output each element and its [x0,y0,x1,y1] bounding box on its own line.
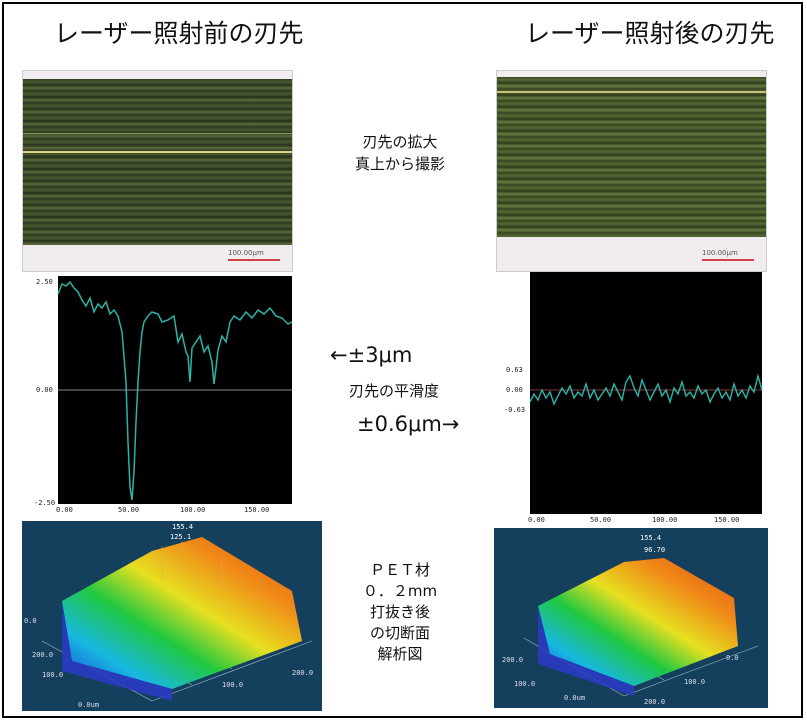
arrow-right-label: ±0.6μm→ [357,412,460,436]
left-xtick-2: 100.00 [180,506,206,514]
caption-bottom-line5: 解析図 [377,645,423,663]
right-edge-photo: 100.00μm [496,70,767,272]
left-surf-zmax: 155.4 [172,523,194,531]
right-surf-origin: 0.0um [564,694,586,702]
left-surf-zmid: 125.1 [170,533,192,541]
left-scale-bar: 100.00μm [228,249,280,261]
right-xtick-2: 100.00 [652,516,678,524]
right-surf-zmax: 155.4 [640,534,662,542]
left-ytick-top: 2.50 [36,278,53,286]
right-surf-y200: 200.0 [502,656,524,664]
left-3d-surface: 155.4 125.1 0.0 200.0 100.0 0.0um 100.0 … [22,521,322,711]
smoothness-label: 刃先の平滑度 [349,382,440,400]
left-ytick-bot: -2.50 [34,499,56,507]
right-surf-x100: 100.0 [684,678,706,686]
left-profile-plot: 2.50 0.00 -2.50 0.00 50.00 100.00 150.00 [22,272,299,517]
caption-bottom-line1: ＰＥＴ材 [369,561,430,579]
caption-bottom-line4: の切断面 [369,624,430,642]
left-xtick-3: 150.00 [244,506,270,514]
left-surf-x100: 100.0 [222,681,244,689]
caption-bottom-line3: 打抜き後 [369,603,430,621]
right-scale-bar: 100.00μm [702,249,754,261]
left-xtick-1: 50.00 [118,506,140,514]
caption-bottom-line2: ０．２mm [362,582,438,600]
right-surf-y100: 100.0 [514,680,536,688]
left-title: レーザー照射前の刃先 [54,19,304,48]
right-ytick-mid: 0.00 [506,386,523,394]
caption-top-line1: 刃先の拡大 [362,133,438,151]
caption-top-line2: 真上から撮影 [354,155,445,173]
left-xtick-0: 0.00 [56,506,73,514]
right-xtick-0: 0.00 [528,516,545,524]
arrow-left-label: ←±3μm [330,343,413,367]
right-title: レーザー照射後の刃先 [525,19,775,48]
left-surf-y100: 100.0 [42,671,64,679]
left-surf-origin: 0.0um [78,701,100,709]
right-surf-zmid: 96.70 [644,546,666,554]
right-xtick-3: 150.00 [714,516,740,524]
right-xtick-1: 50.00 [590,516,612,524]
caption-bottom: ＰＥＴ材 ０．２mm 打抜き後 の切断面 解析図 [360,560,440,665]
right-surf-x200: 200.0 [644,698,666,706]
right-3d-surface: 155.4 96.70 200.0 100.0 0.0 0.0um 100.0 … [494,528,768,708]
right-ytick-top: 0.63 [506,366,523,374]
right-surf-z0: 0.0 [726,654,739,662]
left-ytick-mid: 0.00 [36,386,53,394]
right-profile-plot: 0.63 0.00 -0.63 0.00 50.00 100.00 150.00 [496,272,771,524]
left-surf-z0: 0.0 [24,617,37,625]
right-ytick-bot: -0.63 [504,406,526,414]
left-surf-x200: 200.0 [292,669,314,677]
left-surf-y200: 200.0 [32,651,54,659]
caption-top: 刃先の拡大 真上から撮影 [345,131,455,175]
left-edge-photo: 100.00μm [22,70,293,272]
